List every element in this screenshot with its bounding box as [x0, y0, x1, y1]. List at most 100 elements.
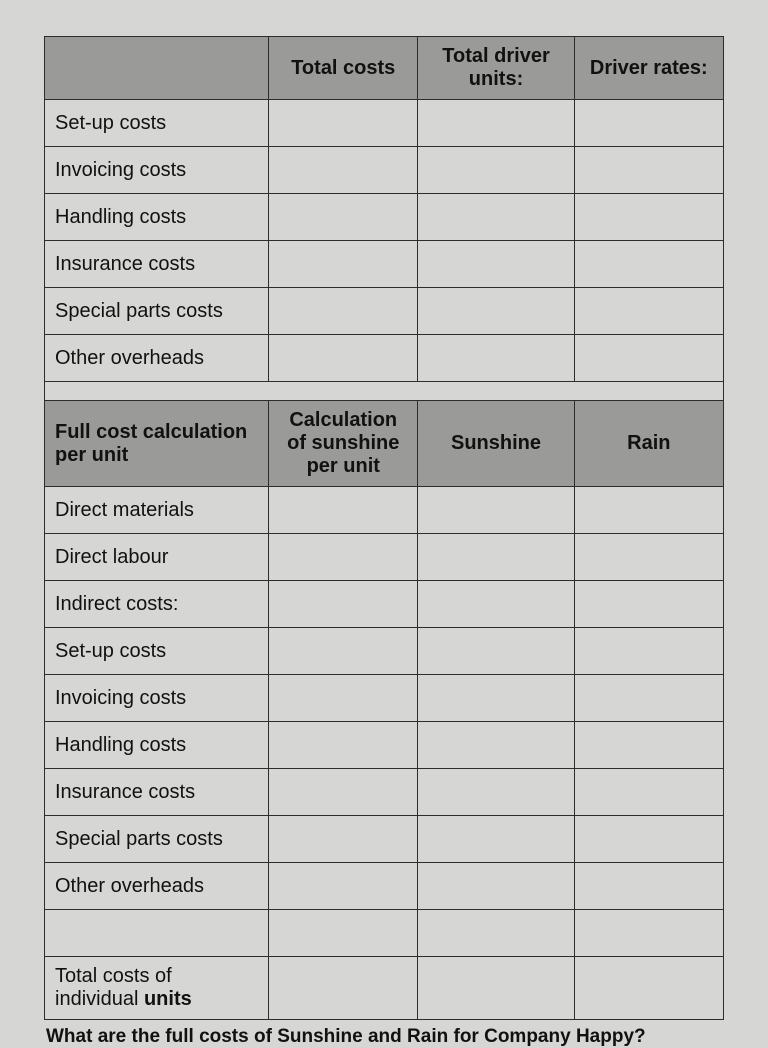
table1-header-blank: [45, 37, 269, 100]
cell: [574, 628, 723, 675]
cell: [418, 487, 574, 534]
row-label: Invoicing costs: [45, 147, 269, 194]
cell: [418, 628, 574, 675]
cost-tables: Total costs Total driver units: Driver r…: [44, 36, 724, 1020]
table-row: Other overheads: [45, 335, 724, 382]
cell: [418, 534, 574, 581]
cell: [418, 288, 574, 335]
cell: [418, 581, 574, 628]
cell: [574, 100, 723, 147]
cell: [574, 722, 723, 769]
row-label: Direct materials: [45, 487, 269, 534]
row-label: Other overheads: [45, 863, 269, 910]
table-row: Handling costs: [45, 194, 724, 241]
table-row: Other overheads: [45, 863, 724, 910]
cell: [418, 147, 574, 194]
cell: [574, 487, 723, 534]
cell: [574, 581, 723, 628]
cell: [574, 816, 723, 863]
cell: [269, 581, 418, 628]
cell: [269, 675, 418, 722]
table-row: Insurance costs: [45, 241, 724, 288]
cell: [269, 534, 418, 581]
cell: [418, 722, 574, 769]
row-label: Special parts costs: [45, 288, 269, 335]
total-label: Total costs of individual units: [45, 957, 269, 1020]
cell: [574, 675, 723, 722]
cell: [269, 863, 418, 910]
cell: [418, 769, 574, 816]
table2-header-calc-sunshine: Calculation of sunshine per unit: [269, 401, 418, 487]
row-label: Insurance costs: [45, 769, 269, 816]
row-label: Set-up costs: [45, 100, 269, 147]
row-label: [45, 910, 269, 957]
table-row: Insurance costs: [45, 769, 724, 816]
table2-header-sunshine: Sunshine: [418, 401, 574, 487]
row-label: Invoicing costs: [45, 675, 269, 722]
cell: [269, 722, 418, 769]
table-row: Handling costs: [45, 722, 724, 769]
cell: [269, 241, 418, 288]
table-row: Set-up costs: [45, 100, 724, 147]
row-label: Handling costs: [45, 722, 269, 769]
row-label: Indirect costs:: [45, 581, 269, 628]
table-row: [45, 910, 724, 957]
cell: [269, 288, 418, 335]
row-label: Set-up costs: [45, 628, 269, 675]
table-row: Direct labour: [45, 534, 724, 581]
table2-header-row: Full cost calculation per unit Calculati…: [45, 401, 724, 487]
question-text: What are the full costs of Sunshine and …: [44, 1020, 724, 1048]
row-label: Other overheads: [45, 335, 269, 382]
table1-header-driver-rates: Driver rates:: [574, 37, 723, 100]
cell: [574, 335, 723, 382]
table-row: Indirect costs:: [45, 581, 724, 628]
row-label: Special parts costs: [45, 816, 269, 863]
cell: [574, 288, 723, 335]
table-row: Direct materials: [45, 487, 724, 534]
cell: [418, 957, 574, 1020]
cell: [269, 335, 418, 382]
cell: [269, 147, 418, 194]
cell: [418, 863, 574, 910]
spacer-row: [45, 382, 724, 401]
table-row: Special parts costs: [45, 288, 724, 335]
cell: [269, 769, 418, 816]
cell: [574, 241, 723, 288]
cell: [418, 816, 574, 863]
cell: [418, 241, 574, 288]
cell: [269, 910, 418, 957]
cell: [574, 957, 723, 1020]
cell: [574, 194, 723, 241]
cell: [418, 335, 574, 382]
cell: [418, 100, 574, 147]
cell: [574, 147, 723, 194]
cell: [418, 910, 574, 957]
cell: [418, 194, 574, 241]
cell: [574, 863, 723, 910]
table1-header-row: Total costs Total driver units: Driver r…: [45, 37, 724, 100]
table2-header-rain: Rain: [574, 401, 723, 487]
table1-header-total-costs: Total costs: [269, 37, 418, 100]
total-label-line1: Total costs of: [55, 965, 172, 987]
cell: [574, 910, 723, 957]
cell: [418, 675, 574, 722]
row-label: Insurance costs: [45, 241, 269, 288]
cell: [269, 194, 418, 241]
table2-header-full-cost: Full cost calculation per unit: [45, 401, 269, 487]
row-label: Direct labour: [45, 534, 269, 581]
table-row: Set-up costs: [45, 628, 724, 675]
table-row: Invoicing costs: [45, 147, 724, 194]
cell: [574, 534, 723, 581]
cell: [269, 628, 418, 675]
table-row: Invoicing costs: [45, 675, 724, 722]
cell: [269, 487, 418, 534]
table1-header-total-driver-units: Total driver units:: [418, 37, 574, 100]
total-row: Total costs of individual units: [45, 957, 724, 1020]
total-label-line2: individual units: [55, 988, 192, 1010]
cell: [269, 100, 418, 147]
row-label: Handling costs: [45, 194, 269, 241]
table-row: Special parts costs: [45, 816, 724, 863]
cell: [269, 816, 418, 863]
cell: [574, 769, 723, 816]
cell: [269, 957, 418, 1020]
